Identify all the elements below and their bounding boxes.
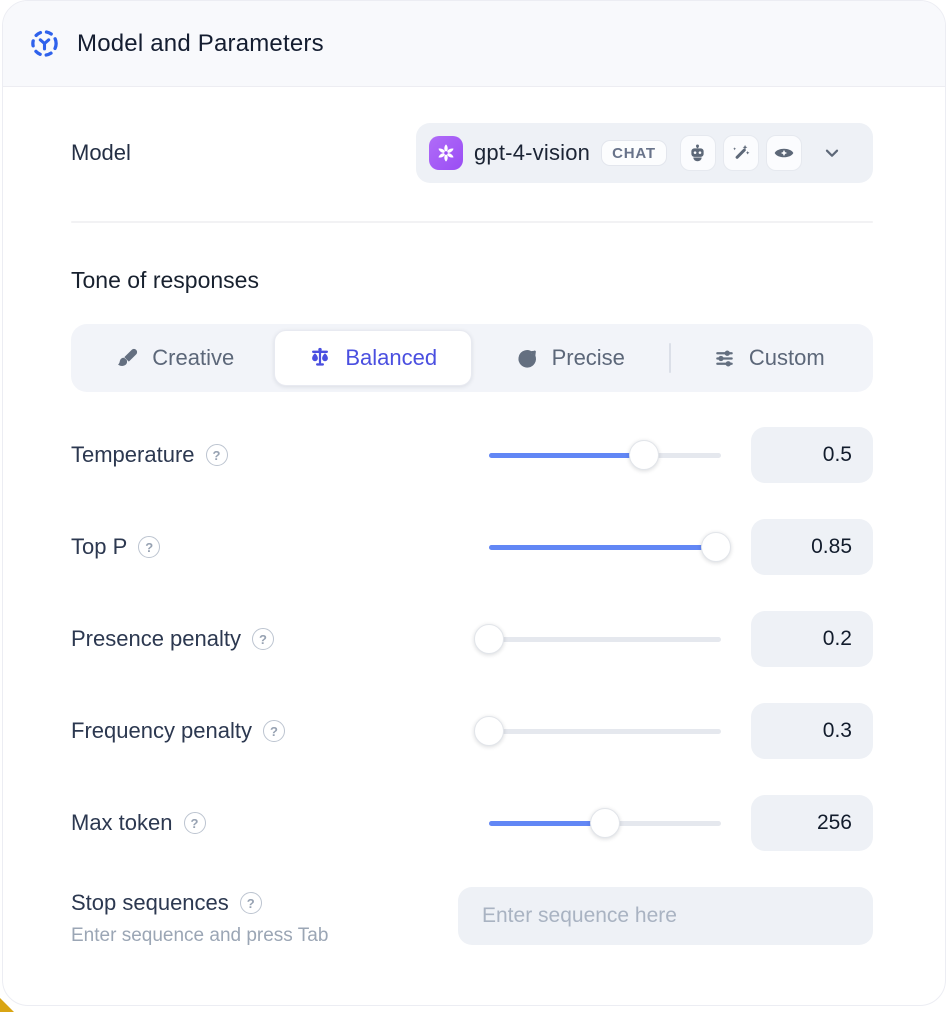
magic-wand-capability-chip [722, 135, 759, 171]
slider-fill [489, 820, 605, 826]
param-row-presence-penalty: Presence penalty ? 0.2 [71, 611, 873, 667]
tone-option-balanced[interactable]: Balanced [273, 330, 472, 386]
model-select-dropdown[interactable]: gpt-4-vision CHAT [416, 123, 873, 183]
slider-thumb[interactable] [474, 624, 504, 654]
openai-logo-icon [429, 136, 463, 170]
presence-penalty-value[interactable]: 0.2 [751, 611, 873, 667]
section-divider [71, 221, 873, 223]
temperature-value[interactable]: 0.5 [751, 427, 873, 483]
tone-option-label: Creative [152, 345, 235, 370]
help-icon[interactable]: ? [252, 628, 274, 650]
chat-type-badge: CHAT [601, 140, 667, 166]
param-row-temperature: Temperature ? 0.5 [71, 427, 873, 483]
panel-header: Model and Parameters [3, 1, 945, 87]
slider-thumb[interactable] [701, 532, 732, 562]
eye-icon [774, 148, 794, 158]
model-icon [31, 30, 58, 57]
help-icon[interactable]: ? [239, 892, 262, 914]
help-icon[interactable]: ? [183, 812, 206, 834]
tone-option-creative[interactable]: Creative [77, 330, 274, 386]
param-row-max-token: Max token ? 256 [71, 795, 873, 851]
slider-track[interactable] [489, 636, 721, 642]
help-icon[interactable]: ? [205, 444, 228, 466]
frequency-penalty-value[interactable]: 0.3 [751, 703, 873, 759]
robot-icon [691, 143, 704, 161]
vision-capability-chip [765, 135, 802, 171]
top-p-slider[interactable] [489, 532, 732, 562]
slider-thumb[interactable] [590, 808, 620, 838]
chevron-down-icon [821, 142, 843, 164]
balance-scale-icon [312, 347, 329, 366]
top-p-value[interactable]: 0.85 [751, 519, 873, 575]
param-label: Frequency penalty [71, 718, 252, 743]
stop-sequences-label: Stop sequences [71, 890, 229, 915]
tone-option-custom[interactable]: Custom [671, 330, 868, 386]
stop-sequences-row: Stop sequences ? Enter sequence and pres… [71, 887, 873, 947]
help-icon[interactable]: ? [138, 536, 161, 558]
max-token-value[interactable]: 256 [751, 795, 873, 851]
tone-option-label: Balanced [345, 345, 438, 370]
model-label: Model [71, 140, 131, 165]
frequency-penalty-slider[interactable] [474, 716, 721, 746]
target-icon [518, 349, 536, 368]
slider-fill [489, 544, 717, 550]
param-row-frequency-penalty: Frequency penalty ? 0.3 [71, 703, 873, 759]
stop-sequences-hint: Enter sequence and press Tab [71, 925, 329, 946]
param-row-top-p: Top P ? 0.85 [71, 519, 873, 575]
paintbrush-icon [118, 348, 138, 366]
selected-model-name: gpt-4-vision [474, 140, 591, 165]
sliders-icon [716, 350, 733, 366]
max-token-slider[interactable] [489, 808, 721, 838]
tone-option-label: Precise [551, 345, 625, 370]
param-label: Presence penalty [71, 626, 241, 651]
presence-penalty-slider[interactable] [474, 624, 721, 654]
slider-track[interactable] [489, 728, 721, 734]
background-corner-accent [0, 998, 14, 1012]
tone-section-heading: Tone of responses [71, 267, 259, 293]
tone-segmented-control: Creative Balanced [71, 324, 873, 392]
help-icon[interactable]: ? [263, 720, 285, 742]
robot-capability-chip [679, 135, 716, 171]
tone-options-divider [668, 343, 671, 373]
magic-wand-icon [733, 144, 750, 159]
temperature-slider[interactable] [489, 440, 721, 470]
stop-sequence-input[interactable] [458, 887, 873, 945]
slider-thumb[interactable] [474, 716, 504, 746]
param-label: Max token [71, 810, 173, 835]
param-label: Top P [71, 534, 128, 559]
slider-thumb[interactable] [629, 440, 660, 470]
panel-title: Model and Parameters [77, 29, 324, 57]
param-label: Temperature [71, 442, 195, 467]
slider-fill [489, 452, 645, 458]
tone-option-label: Custom [748, 345, 825, 370]
model-row: Model gpt-4-vi [71, 123, 873, 183]
tone-option-precise[interactable]: Precise [472, 330, 669, 386]
